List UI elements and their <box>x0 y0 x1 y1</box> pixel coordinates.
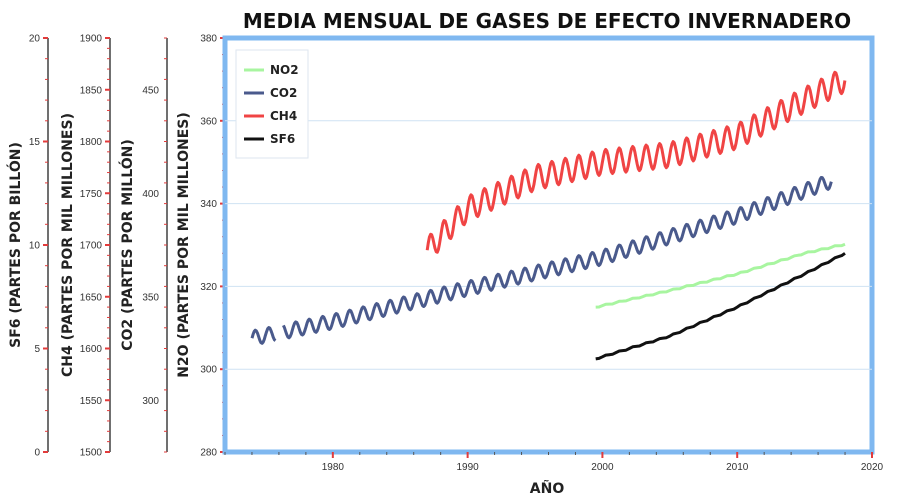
ch4-tick-label: 1800 <box>80 137 103 148</box>
ch4-tick-label: 1900 <box>80 34 103 45</box>
ch4-tick-label: 1500 <box>80 448 103 459</box>
series-line-ch4 <box>425 70 847 254</box>
co2-tick-label: 350 <box>142 292 159 303</box>
series-line-no2 <box>595 242 846 309</box>
co2-axis: 300 350 400 450 CO2 (PARTES POR MILLÓN) <box>118 37 168 453</box>
n2o-axis: 280 300 320 340 360 380 N2O (PARTES POR MIL MI… <box>176 34 226 459</box>
ch4-tick-label: 1550 <box>80 396 103 407</box>
series-line-co2 <box>250 176 833 345</box>
legend-label-no2: NO2 <box>270 63 299 77</box>
sf6-axis-title: SF6 (PARTES POR BILLÓN) <box>6 142 24 348</box>
legend-label-ch4: CH4 <box>270 109 297 123</box>
ch4-tick-label: 1850 <box>80 85 103 96</box>
n2o-tick-label: 340 <box>200 199 217 210</box>
sf6-tick-label: 10 <box>29 241 41 252</box>
ch4-tick-label: 1600 <box>80 344 103 355</box>
x-tick-label: 2020 <box>861 462 884 473</box>
n2o-tick-label: 280 <box>200 448 217 459</box>
co2-axis-title: CO2 (PARTES POR MILLÓN) <box>118 139 136 351</box>
co2-tick-label: 300 <box>142 396 159 407</box>
legend-label-sf6: SF6 <box>270 132 295 146</box>
x-tick-label: 1990 <box>457 462 480 473</box>
ch4-tick-label: 1650 <box>80 292 103 303</box>
ch4-axis: 1500 1550 1600 1650 1700 1750 1800 1850 1900 CH4 … <box>60 34 111 459</box>
plot-frame <box>222 35 875 455</box>
sf6-axis: 0 5 10 15 20 SF6 (PARTES POR BILLÓN) <box>6 34 49 459</box>
co2-tick-label: 450 <box>142 85 159 96</box>
co2-tick-label: 400 <box>142 189 159 200</box>
chart-title: MEDIA MENSUAL DE GASES DE EFECTO INVERNA… <box>243 9 851 33</box>
n2o-tick-label: 300 <box>200 365 217 376</box>
x-axis-title: AÑO <box>530 480 565 497</box>
legend-label-co2: CO2 <box>270 86 297 100</box>
x-tick-label: 2000 <box>591 462 614 473</box>
n2o-tick-label: 360 <box>200 116 217 127</box>
ch4-axis-title: CH4 (PARTES POR MIL MILLONES) <box>60 113 76 377</box>
ch4-tick-label: 1700 <box>80 241 103 252</box>
sf6-tick-label: 0 <box>34 448 40 459</box>
sf6-tick-label: 15 <box>29 137 41 148</box>
series-line-sf6 <box>595 252 846 361</box>
n2o-tick-label: 320 <box>200 282 217 293</box>
x-tick-label: 2010 <box>726 462 749 473</box>
ch4-tick-label: 1750 <box>80 189 103 200</box>
n2o-tick-label: 380 <box>200 34 217 45</box>
sf6-tick-label: 5 <box>34 344 40 355</box>
x-tick-label: 1980 <box>322 462 345 473</box>
sf6-tick-label: 20 <box>29 34 41 45</box>
legend: NO2 CO2 CH4 SF6 <box>235 49 309 159</box>
n2o-axis-title: N2O (PARTES POR MIL MILLONES) <box>176 112 192 378</box>
